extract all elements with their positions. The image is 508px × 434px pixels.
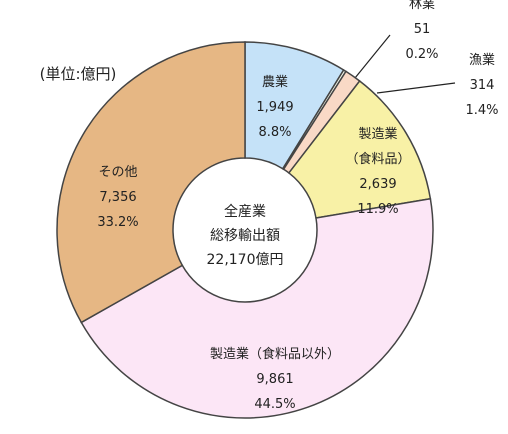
percent-label: 44.5% [254,397,296,412]
slice [287,79,432,219]
slice [80,197,434,419]
percent-label: 11.9% [357,202,399,217]
leader-line [354,34,391,79]
percent-label: 0.2% [405,47,439,62]
category-label: 漁業 [469,53,496,68]
percent-label: 33.2% [97,215,139,230]
category-label: その他 [98,165,138,180]
slice [56,41,246,324]
value-label: 7,356 [99,190,137,205]
total-label: 22,170億円 [206,252,284,268]
percent-label: 1.4% [465,103,499,118]
category-label: 製造業（食料品以外） [209,347,341,362]
category-label: 農業 [261,75,289,90]
value-label: 2,639 [359,177,397,192]
value-label: 51 [413,22,431,37]
category-label: 製造業 （食料品） [345,127,411,167]
value-label: 1,949 [256,100,294,115]
leader-line [376,82,456,94]
category-label: 林業 [408,0,436,12]
unit-label: (単位:億円) [39,65,117,83]
percent-label: 8.8% [258,125,292,140]
value-label: 9,861 [256,372,294,387]
center-label: 全産業 総移輸出額 [210,204,280,244]
value-label: 314 [469,78,495,93]
